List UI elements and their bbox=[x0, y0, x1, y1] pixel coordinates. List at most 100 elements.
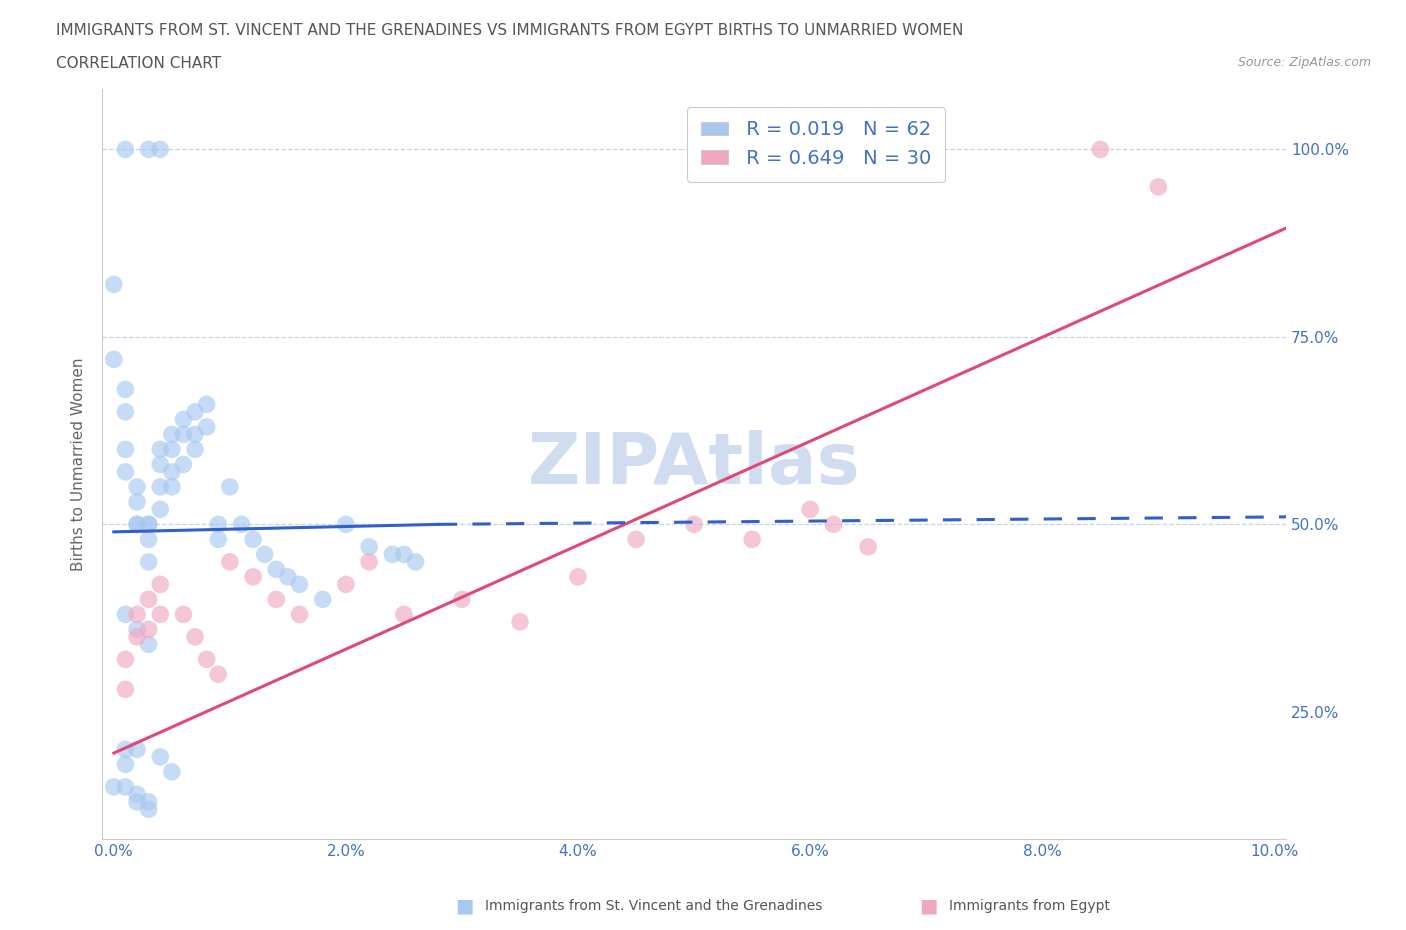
Point bbox=[277, 569, 299, 584]
Point bbox=[114, 607, 136, 622]
Point bbox=[218, 480, 240, 495]
Point bbox=[125, 787, 148, 802]
Point bbox=[823, 517, 845, 532]
Point bbox=[172, 427, 194, 442]
Point bbox=[160, 442, 183, 457]
Point bbox=[184, 405, 207, 419]
Point bbox=[114, 405, 136, 419]
Point bbox=[266, 591, 288, 606]
Point bbox=[172, 457, 194, 472]
Point bbox=[114, 779, 136, 794]
Text: CORRELATION CHART: CORRELATION CHART bbox=[56, 56, 221, 71]
Point bbox=[231, 517, 253, 532]
Point bbox=[125, 794, 148, 809]
Point bbox=[1090, 142, 1112, 157]
Point bbox=[138, 802, 160, 817]
Point bbox=[138, 794, 160, 809]
Point bbox=[138, 591, 160, 606]
Point bbox=[138, 622, 160, 637]
Point bbox=[138, 554, 160, 569]
Point bbox=[184, 442, 207, 457]
Point bbox=[207, 517, 229, 532]
Point bbox=[125, 630, 148, 644]
Point bbox=[149, 607, 172, 622]
Text: ZIPAtlas: ZIPAtlas bbox=[527, 430, 860, 498]
Point bbox=[195, 419, 218, 434]
Point bbox=[856, 539, 879, 554]
Point bbox=[405, 554, 427, 569]
Point bbox=[242, 532, 264, 547]
Point bbox=[359, 539, 381, 554]
Point bbox=[114, 742, 136, 757]
Point bbox=[160, 764, 183, 779]
Point bbox=[242, 569, 264, 584]
Point bbox=[125, 622, 148, 637]
Point bbox=[114, 757, 136, 772]
Point bbox=[125, 480, 148, 495]
Point bbox=[392, 607, 415, 622]
Point bbox=[335, 517, 357, 532]
Point bbox=[567, 569, 589, 584]
Point bbox=[103, 277, 125, 292]
Point bbox=[114, 142, 136, 157]
Point bbox=[509, 615, 531, 630]
Point bbox=[149, 442, 172, 457]
Point bbox=[149, 577, 172, 591]
Point bbox=[683, 517, 706, 532]
Point bbox=[125, 517, 148, 532]
Point bbox=[125, 607, 148, 622]
Point bbox=[149, 750, 172, 764]
Point bbox=[218, 554, 240, 569]
Point bbox=[207, 667, 229, 682]
Text: Immigrants from Egypt: Immigrants from Egypt bbox=[949, 898, 1111, 913]
Text: Source: ZipAtlas.com: Source: ZipAtlas.com bbox=[1237, 56, 1371, 69]
Point bbox=[138, 517, 160, 532]
Point bbox=[624, 532, 647, 547]
Point bbox=[125, 517, 148, 532]
Point bbox=[138, 532, 160, 547]
Text: Immigrants from St. Vincent and the Grenadines: Immigrants from St. Vincent and the Gren… bbox=[485, 898, 823, 913]
Point bbox=[172, 607, 194, 622]
Point bbox=[160, 427, 183, 442]
Point bbox=[125, 742, 148, 757]
Point bbox=[253, 547, 276, 562]
Point bbox=[114, 464, 136, 479]
Point bbox=[1147, 179, 1170, 194]
Point bbox=[381, 547, 404, 562]
Point bbox=[195, 397, 218, 412]
Point bbox=[195, 652, 218, 667]
Point bbox=[359, 554, 381, 569]
Point bbox=[312, 591, 335, 606]
Point bbox=[451, 591, 474, 606]
Point bbox=[741, 532, 763, 547]
Point bbox=[103, 352, 125, 366]
Point bbox=[149, 142, 172, 157]
Point bbox=[160, 464, 183, 479]
Point bbox=[207, 532, 229, 547]
Point bbox=[114, 442, 136, 457]
Point bbox=[149, 502, 172, 517]
Text: ■: ■ bbox=[454, 897, 474, 915]
Legend:  R = 0.019   N = 62,  R = 0.649   N = 30: R = 0.019 N = 62, R = 0.649 N = 30 bbox=[688, 107, 945, 181]
Point bbox=[114, 682, 136, 697]
Point bbox=[138, 637, 160, 652]
Point bbox=[184, 427, 207, 442]
Point bbox=[184, 630, 207, 644]
Y-axis label: Births to Unmarried Women: Births to Unmarried Women bbox=[72, 358, 86, 571]
Point bbox=[288, 607, 311, 622]
Point bbox=[266, 562, 288, 577]
Point bbox=[125, 495, 148, 510]
Point bbox=[149, 480, 172, 495]
Point bbox=[114, 382, 136, 397]
Point bbox=[288, 577, 311, 591]
Point bbox=[103, 779, 125, 794]
Point bbox=[172, 412, 194, 427]
Point bbox=[392, 547, 415, 562]
Point bbox=[114, 652, 136, 667]
Point bbox=[138, 142, 160, 157]
Point bbox=[138, 517, 160, 532]
Point bbox=[160, 480, 183, 495]
Text: ■: ■ bbox=[918, 897, 938, 915]
Point bbox=[149, 457, 172, 472]
Text: IMMIGRANTS FROM ST. VINCENT AND THE GRENADINES VS IMMIGRANTS FROM EGYPT BIRTHS T: IMMIGRANTS FROM ST. VINCENT AND THE GREN… bbox=[56, 23, 963, 38]
